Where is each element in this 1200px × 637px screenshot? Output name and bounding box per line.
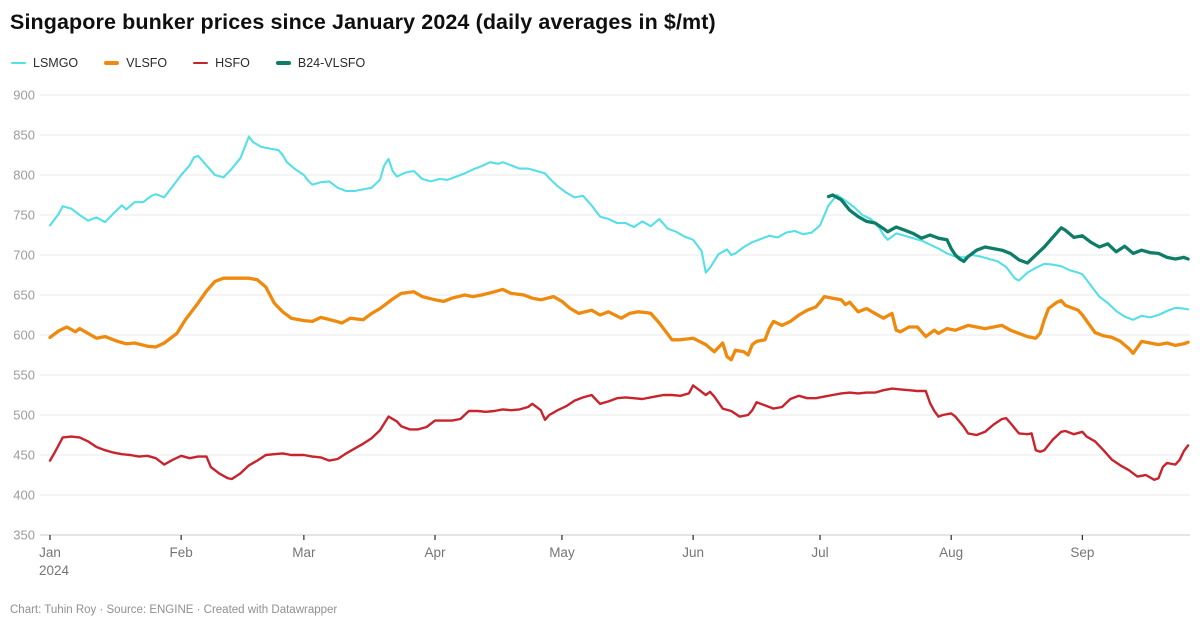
- y-tick-label: 350: [13, 528, 35, 543]
- month-tick-label: Aug: [939, 545, 963, 560]
- legend-label: LSMGO: [33, 56, 79, 70]
- y-tick-label: 800: [13, 168, 35, 183]
- series-line-vlsfo: [48, 276, 1190, 362]
- y-tick-label: 850: [13, 128, 35, 143]
- legend-line-swatch-icon: [275, 61, 291, 65]
- month-tick-label: May: [549, 545, 575, 560]
- series-line-lsmgo: [48, 135, 1190, 321]
- chart-credit-footer: Chart: Tuhin Roy · Source: ENGINE · Crea…: [10, 604, 338, 616]
- y-tick-label: 750: [13, 208, 35, 223]
- series-line-b24-vlsfo: [826, 193, 1190, 265]
- y-tick-label: 600: [13, 328, 35, 343]
- legend-line-swatch-icon: [104, 61, 120, 65]
- legend-label: HSFO: [215, 56, 250, 70]
- legend-label: B24-VLSFO: [297, 56, 366, 70]
- page-title: Singapore bunker prices since January 20…: [10, 10, 716, 34]
- y-tick-label: 650: [13, 288, 35, 303]
- legend-item-b24-vlsfo: B24-VLSFO: [275, 56, 366, 70]
- month-tick-label: Jul: [811, 545, 828, 560]
- legend-line-swatch-icon: [193, 61, 209, 65]
- month-tick-label: Apr: [425, 545, 447, 560]
- y-tick-label: 550: [13, 368, 35, 383]
- year-tick-label: 2024: [39, 563, 70, 578]
- y-tick-label: 700: [13, 248, 35, 263]
- month-tick-label: Mar: [292, 545, 316, 560]
- legend-label: VLSFO: [126, 56, 168, 70]
- chart-legend: LSMGO VLSFO HSFO B24-VLSFO: [11, 56, 365, 70]
- y-tick-label: 500: [13, 408, 35, 423]
- month-tick-label: Jun: [682, 545, 704, 560]
- month-tick-label: Sep: [1070, 545, 1094, 560]
- y-tick-label: 400: [13, 488, 35, 503]
- legend-line-swatch-icon: [11, 61, 26, 65]
- legend-item-vlsfo: VLSFO: [104, 56, 167, 70]
- y-tick-label: 900: [13, 88, 35, 103]
- series-line-hsfo: [48, 384, 1190, 481]
- legend-item-hsfo: HSFO: [193, 56, 250, 70]
- month-tick-label: Feb: [170, 545, 193, 560]
- month-tick-label: Jan: [39, 545, 61, 560]
- legend-item-lsmgo: LSMGO: [11, 56, 78, 70]
- y-tick-label: 450: [13, 448, 35, 463]
